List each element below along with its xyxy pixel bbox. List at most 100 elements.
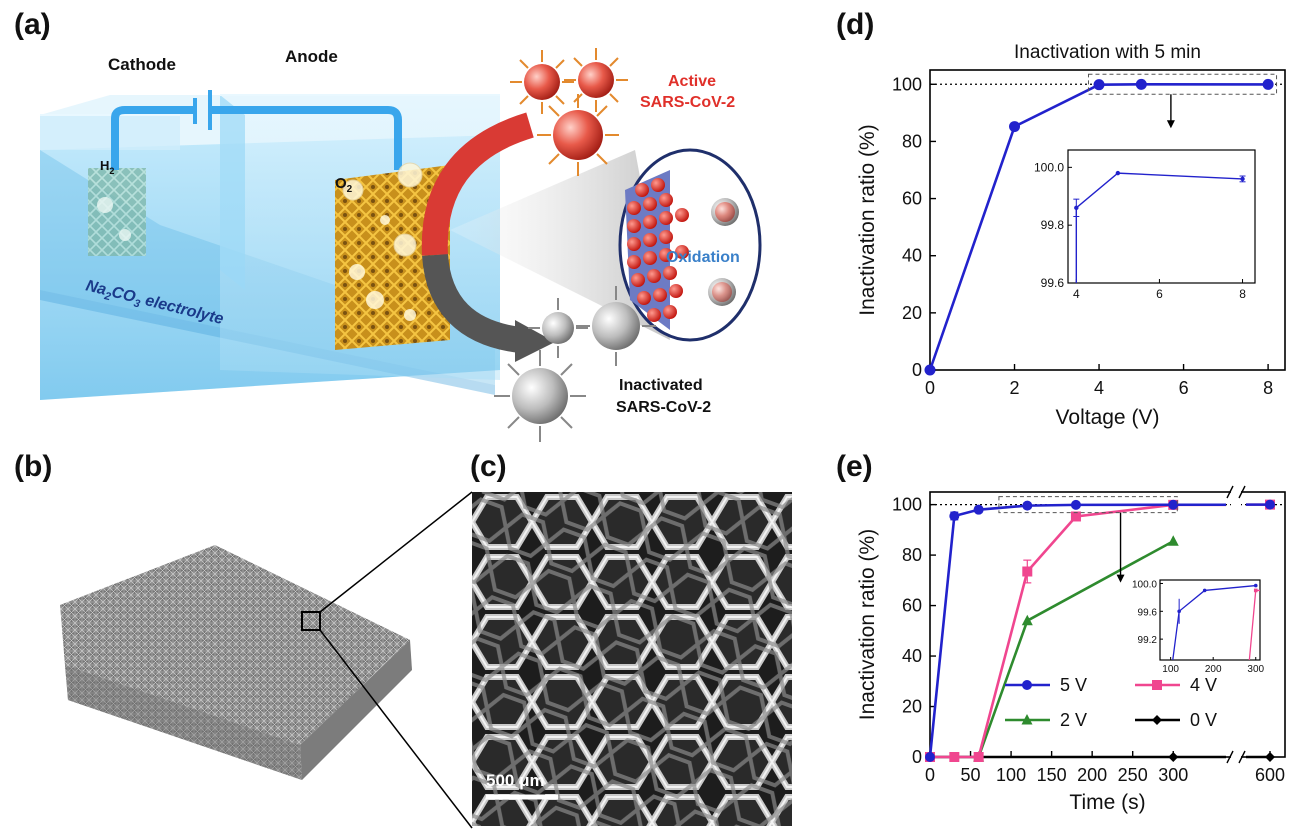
chart-e-xtick-label: 0	[925, 765, 935, 785]
chart-e-inset-point-5V	[1177, 609, 1181, 614]
cathode-label: Cathode	[108, 55, 176, 74]
chart-d-point	[1009, 121, 1021, 133]
chart-e-legend-marker	[1152, 680, 1162, 690]
chart-d-xtick-label: 8	[1263, 378, 1273, 398]
chart-e-point-4V	[973, 752, 984, 762]
chart-d-zoom-arrowhead	[1166, 120, 1175, 129]
chart-d-inset-xtick-label: 8	[1239, 287, 1246, 301]
chart-e-xtick-label: 150	[1037, 765, 1067, 785]
scale-bar-label: 500 μm	[486, 771, 545, 790]
chart-d-inset-xtick-label: 4	[1073, 287, 1080, 301]
inactivated-virus-icons	[494, 286, 656, 442]
chart-d-xtick-label: 2	[1010, 378, 1020, 398]
panel-label-a: (a)	[14, 8, 51, 41]
chart-d-ytick-label: 60	[902, 189, 922, 209]
chart-e-ytick-label: 80	[902, 545, 922, 565]
chart-e-xtick-label: 50	[961, 765, 981, 785]
chart-e-inset-xtick-label: 300	[1247, 664, 1264, 675]
chart-e-point-0V	[1265, 752, 1275, 762]
chart-e-xtick-label: 250	[1118, 765, 1148, 785]
anode-foam	[335, 165, 450, 350]
inactivated-label-line1: Inactivated	[619, 377, 703, 394]
chart-e-point-5V	[1168, 499, 1179, 510]
chart-e-ytick-label: 20	[902, 697, 922, 717]
chart-d-inset-ytick-label: 100.0	[1034, 160, 1064, 174]
chart-d-inset-ytick-label: 99.8	[1041, 218, 1065, 232]
chart-d-ytick-label: 100	[892, 74, 922, 94]
panel-label-c: (c)	[470, 450, 507, 483]
chart-e-inset-point-4V	[1253, 588, 1258, 593]
chart-e-xlabel: Time (s)	[1069, 791, 1145, 814]
chart-d-zoom-box	[1087, 73, 1278, 95]
chart-e-ylabel: Inactivation ratio (%)	[856, 529, 879, 720]
chart-d-inset-point	[1240, 176, 1245, 182]
chart-d-inset-xtick-label: 6	[1156, 287, 1163, 301]
chart-d-xtick-label: 0	[925, 378, 935, 398]
inactivated-label-line2: SARS-CoV-2	[616, 399, 711, 416]
chart-e-inset-point-5V	[1202, 588, 1207, 593]
chart-d-ylabel: Inactivation ratio (%)	[856, 124, 879, 315]
chart-d-ytick-label: 80	[902, 131, 922, 151]
chart-e-point-2V	[1167, 535, 1179, 546]
chart-e-legend-label: 0 V	[1190, 710, 1217, 730]
chart-e-series-line-5V	[928, 503, 1174, 758]
chart-e-legend-label: 2 V	[1060, 710, 1087, 730]
panel-label-e: (e)	[836, 450, 873, 483]
chart-d-ytick-label: 0	[912, 360, 922, 380]
chart-d-inset-point	[1115, 170, 1121, 176]
chart-e-inset-ytick-label: 99.6	[1138, 607, 1158, 618]
zoom-connector-lines	[319, 491, 473, 829]
chart-d-point	[924, 364, 936, 376]
cathode-foam	[88, 168, 146, 256]
chart-d-point	[1135, 78, 1147, 90]
chart-d-inset-ytick-label: 99.6	[1041, 276, 1065, 290]
chart-d-ytick-label: 20	[902, 303, 922, 323]
panel-b-foam-photo	[60, 545, 412, 780]
chart-e-axis-break-mark	[1238, 485, 1246, 499]
chart-e-point-5V	[925, 752, 935, 762]
chart-e-point-5V	[1265, 499, 1275, 510]
chart-e-axis-break-mark	[1226, 750, 1234, 764]
chart-e-xtick-label: 100	[996, 765, 1026, 785]
virus-zoom-2-icon	[708, 278, 736, 306]
panel-c-sem-image: 500 μm	[472, 492, 792, 826]
panel-label-d: (d)	[836, 8, 875, 41]
chart-d-title: Inactivation with 5 min	[1014, 42, 1201, 63]
chart-e: 0 50 100 150 200 250 300 600 0 20 40 60 80 100 Time (s…	[856, 485, 1286, 814]
chart-e-point-2V	[1021, 614, 1033, 626]
chart-e-ytick-label: 0	[912, 747, 922, 767]
panel-label-b: (b)	[14, 450, 53, 483]
chart-e-legend-marker	[1152, 715, 1162, 725]
chart-e-ytick-label: 40	[902, 646, 922, 666]
o2-label: O2	[335, 175, 353, 195]
chart-e-xtick-label: 600	[1255, 765, 1285, 785]
chart-d-point	[1262, 78, 1274, 90]
chart-e-legend-label: 5 V	[1060, 675, 1087, 695]
chart-e-ytick-label: 60	[902, 596, 922, 616]
anode-label: Anode	[285, 47, 338, 66]
chart-d-frame	[929, 69, 1286, 371]
chart-e-point-5V	[949, 510, 960, 521]
chart-d-inset-frame	[1067, 149, 1256, 284]
zoom-marker	[301, 611, 321, 631]
virus-zoom-1-icon	[711, 198, 739, 226]
chart-e-point-5V	[1070, 499, 1081, 510]
chart-e-xtick-label: 300	[1158, 765, 1188, 785]
chart-e-ytick-label: 100	[892, 495, 922, 515]
panel-a-schematic: Cathode Anode H2 O2 Na2CO3 electrolyte A…	[40, 47, 762, 442]
chart-e-zoom-box	[998, 496, 1178, 514]
chart-e-inset-xtick-label: 200	[1205, 664, 1222, 675]
chart-e-point-4V	[949, 752, 960, 762]
h2-label: H2	[100, 158, 114, 176]
chart-e-point-5V	[973, 504, 984, 515]
chart-d-inset-point	[1074, 205, 1079, 211]
chart-e-legend-marker	[1022, 680, 1032, 690]
chart-e-inset-point-5V	[1253, 583, 1258, 588]
chart-e-zoom-arrowhead	[1116, 574, 1125, 583]
chart-e-inset-series-5V	[1172, 584, 1256, 661]
chart-e-inset-xtick-label: 100	[1162, 664, 1179, 675]
chart-e-axis-break-mark	[1238, 750, 1246, 764]
active-virus-icons	[510, 48, 628, 176]
chart-d-xtick-label: 4	[1094, 378, 1104, 398]
